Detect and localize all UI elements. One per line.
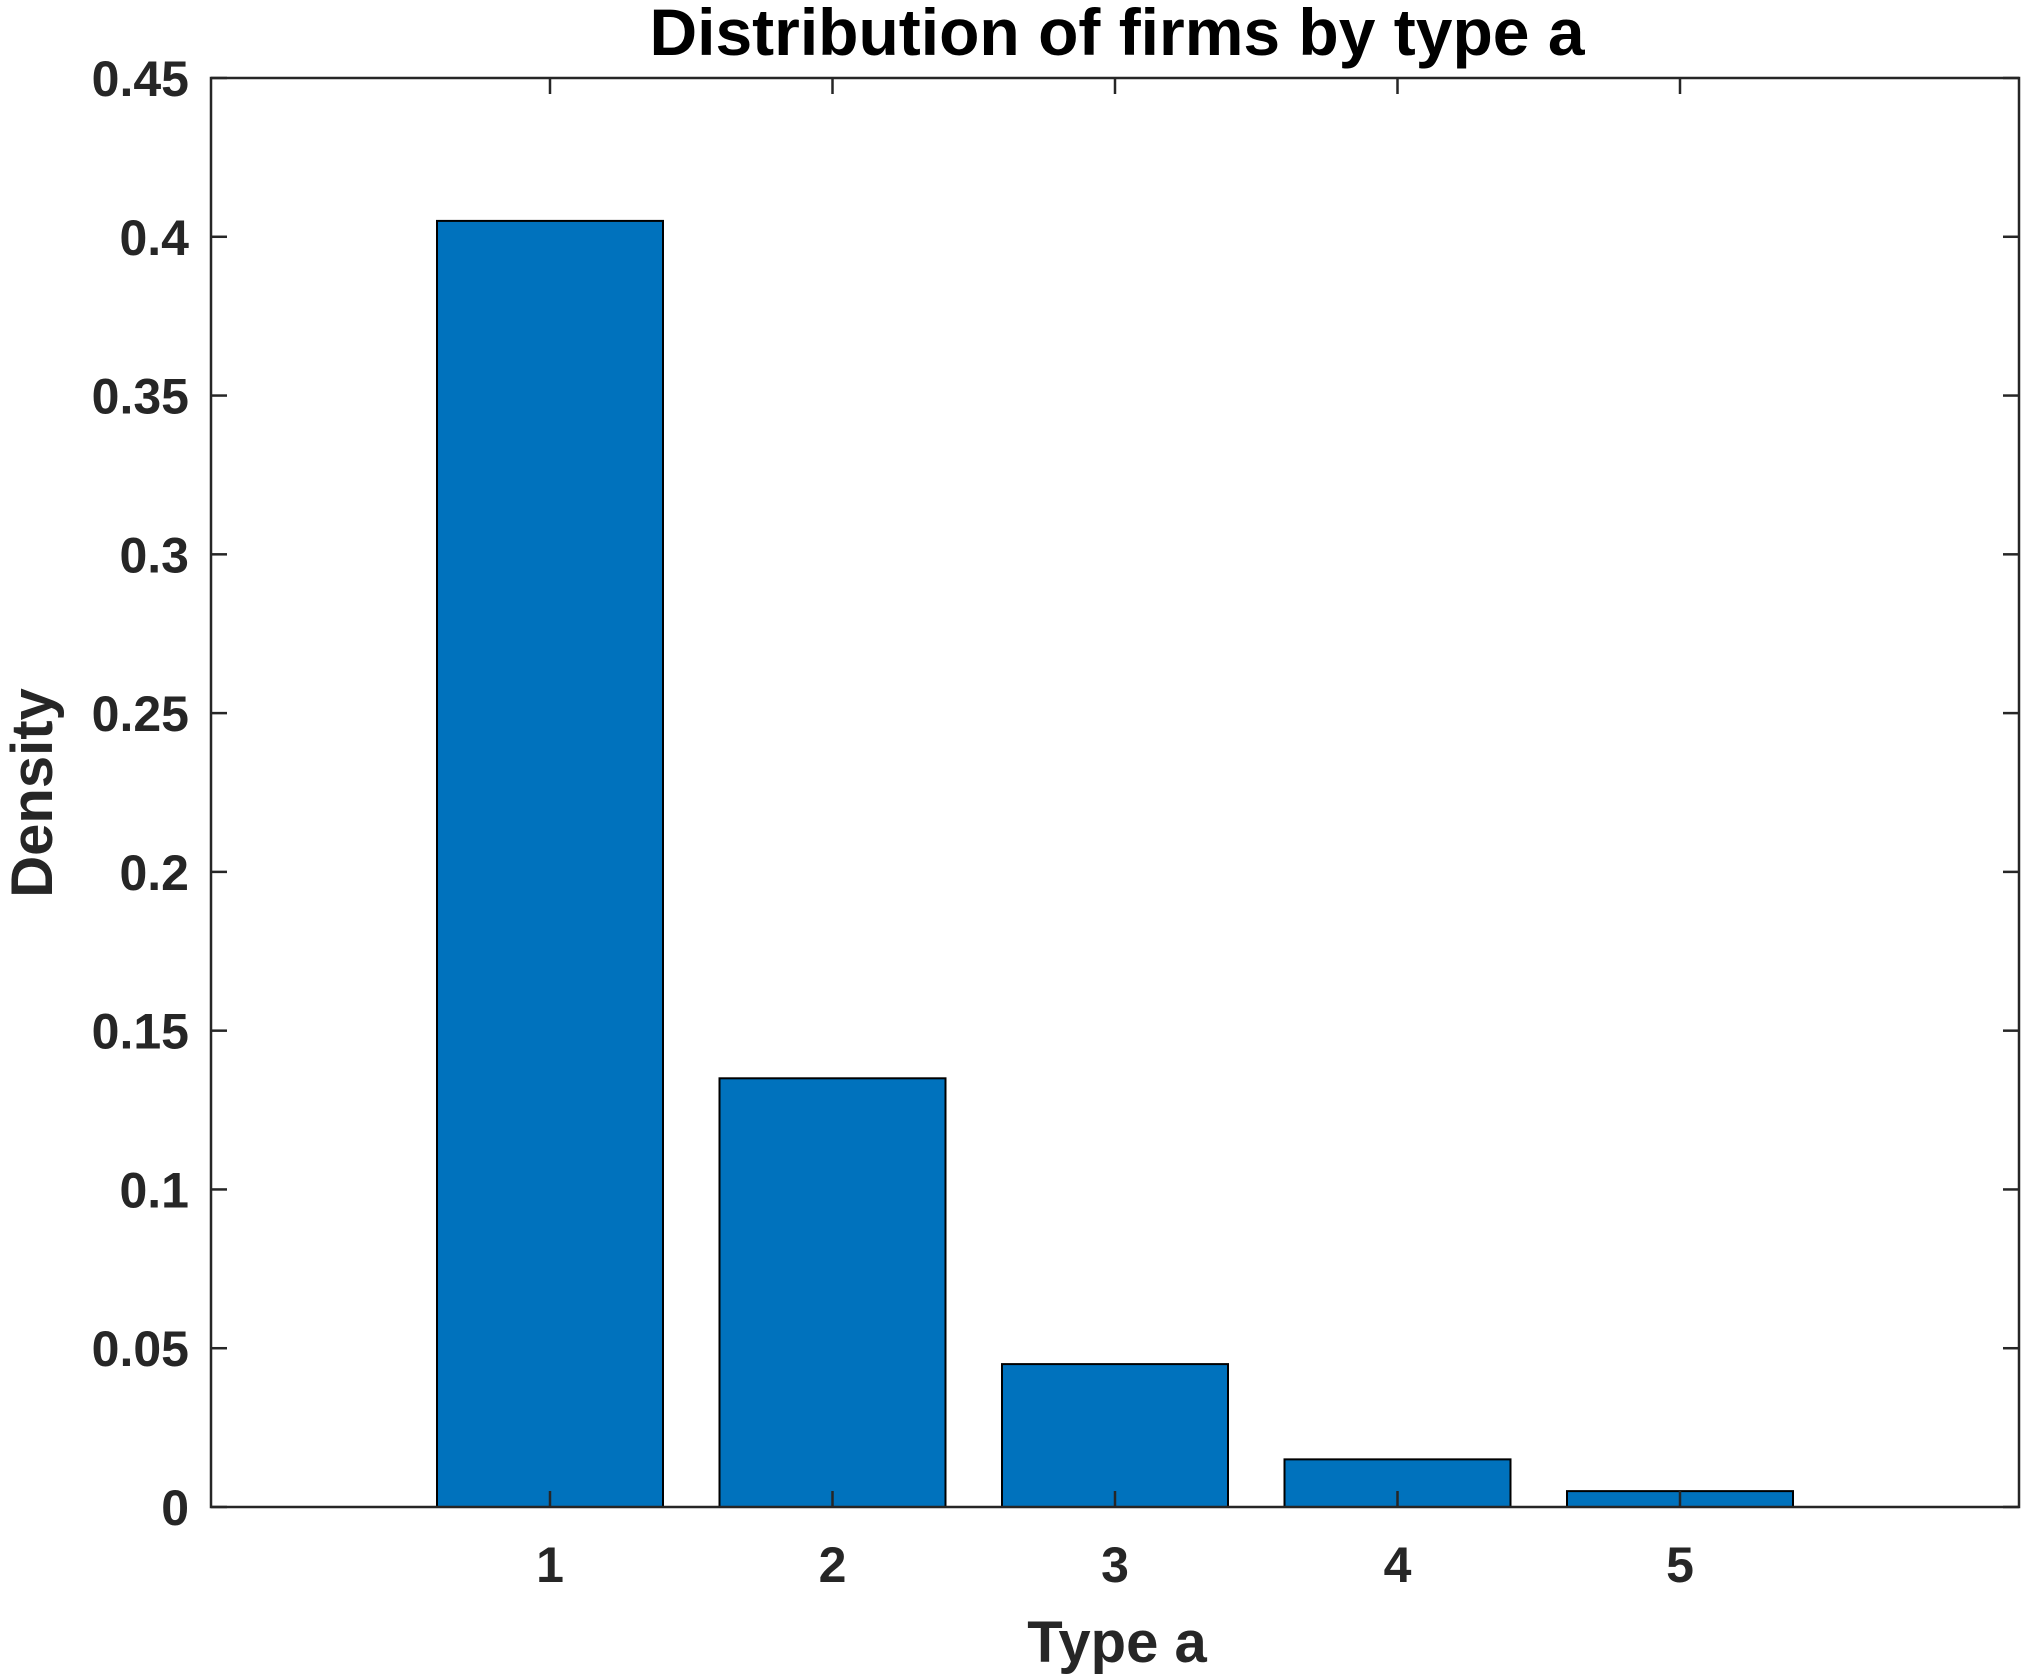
tick-labels: 1 2 3 4 5 0 0.05 0.1 0.15 0.2 0.25 0.3 0.35 0.4 0.45 (92, 51, 1694, 1593)
x-tick-label-5: 5 (1666, 1537, 1694, 1593)
y-tick-label-0.35: 0.35 (92, 369, 189, 425)
bar-1 (436, 219, 664, 1508)
y-tick-label-0.15: 0.15 (92, 1004, 189, 1060)
y-tick-label-0: 0 (161, 1480, 189, 1536)
y-tick-label-0.05: 0.05 (92, 1321, 189, 1377)
y-tick-label-0.2: 0.2 (119, 845, 189, 901)
y-axis-label: Density (0, 688, 65, 898)
y-tick-label-0.3: 0.3 (119, 527, 189, 583)
bar-3 (1001, 1363, 1229, 1508)
y-tick-label-0.1: 0.1 (119, 1162, 189, 1218)
x-axis-label: Type a (1027, 1610, 1207, 1675)
bar-2 (718, 1077, 947, 1509)
plot-frame (209, 76, 2021, 1509)
bars (436, 219, 1794, 1509)
x-tick-label-1: 1 (536, 1537, 564, 1593)
chart-title: Distribution of firms by type a (649, 0, 1585, 69)
x-tick-label-4: 4 (1384, 1537, 1412, 1593)
y-tick-label-0.25: 0.25 (92, 686, 189, 742)
x-tick-label-3: 3 (1101, 1537, 1129, 1593)
y-tick-label-0.45: 0.45 (92, 51, 189, 107)
x-tick-label-2: 2 (819, 1537, 847, 1593)
y-tick-label-0.4: 0.4 (119, 210, 189, 266)
